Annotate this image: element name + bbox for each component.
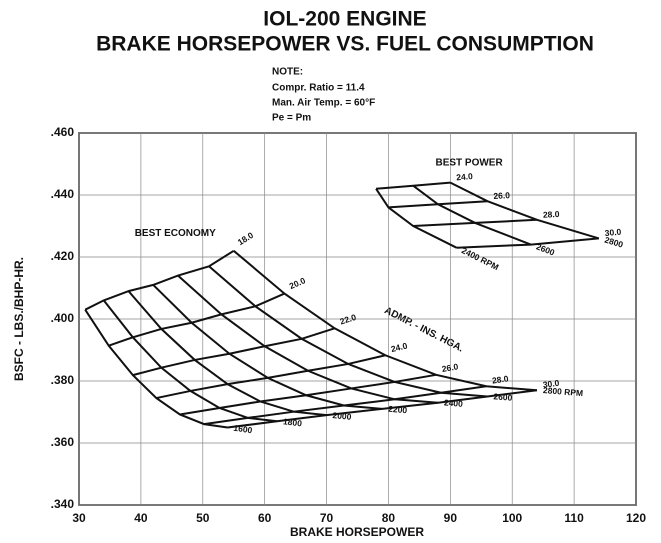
map-label: 26.0 — [493, 190, 510, 201]
map-line — [179, 373, 437, 416]
note: Man. Air Temp. = 60°F — [272, 98, 375, 109]
map-label: 26.0 — [441, 361, 459, 374]
chart-title: IOL-200 ENGINE — [263, 8, 426, 31]
map-label: 18.0 — [236, 230, 256, 247]
x-tick-label: 100 — [502, 511, 522, 525]
rpm-label: 2400 — [444, 397, 464, 408]
map-label: 24.0 — [390, 340, 409, 354]
x-tick-label: 30 — [72, 511, 86, 525]
y-tick-label: .340 — [51, 497, 75, 511]
region-label: BEST ECONOMY — [135, 228, 216, 239]
note: NOTE: — [272, 67, 303, 78]
map-line — [156, 354, 386, 400]
y-axis-label: BSFC - LBS./BHP-HR. — [12, 257, 26, 381]
x-tick-label: 90 — [444, 511, 458, 525]
map-line — [388, 200, 488, 209]
x-tick-label: 60 — [258, 511, 272, 525]
map-label: 24.0 — [456, 171, 474, 182]
y-tick-label: .460 — [51, 125, 75, 139]
map-line — [413, 218, 538, 227]
rpm-label: 2000 — [332, 410, 352, 422]
map-line — [227, 389, 538, 429]
x-tick-label: 70 — [320, 511, 334, 525]
x-tick-label: 40 — [134, 511, 148, 525]
rpm-curve — [375, 188, 457, 249]
y-tick-label: .420 — [51, 249, 75, 263]
map-label: 30.0 — [604, 227, 622, 238]
rpm-curve — [412, 184, 532, 246]
note: Pe = Pm — [272, 113, 311, 124]
map-line — [84, 249, 235, 311]
note: Compr. Ratio = 11.4 — [272, 83, 365, 94]
map-line — [456, 237, 599, 249]
y-tick-label: .360 — [51, 435, 75, 449]
chart-title: BRAKE HORSEPOWER VS. FUEL CONSUMPTION — [96, 33, 594, 56]
y-tick-label: .380 — [51, 373, 75, 387]
map-line — [108, 292, 285, 347]
x-tick-label: 50 — [196, 511, 210, 525]
rpm-curve — [233, 250, 538, 392]
map-line — [132, 327, 335, 377]
map-label: 22.0 — [339, 312, 358, 327]
x-axis-label: BRAKE HORSEPOWER — [290, 525, 424, 539]
x-tick-label: 120 — [626, 511, 646, 525]
rpm-label: 2400 RPM — [460, 245, 500, 272]
rpm-label: 2200 — [388, 404, 408, 416]
x-tick-label: 110 — [564, 511, 584, 525]
x-tick-label: 80 — [382, 511, 396, 525]
y-tick-label: .440 — [51, 187, 75, 201]
map-line — [375, 181, 451, 190]
rpm-label: 2800 RPM — [543, 385, 584, 398]
rpm-curve — [449, 181, 600, 240]
region-label: BEST POWER — [435, 157, 503, 168]
map-line — [203, 385, 487, 426]
map-label: 30.0 — [542, 378, 560, 390]
rpm-label: 2600 — [493, 391, 513, 403]
y-tick-label: .400 — [51, 311, 75, 325]
map-label: 28.0 — [543, 209, 560, 220]
map-label: 28.0 — [491, 373, 509, 385]
map-label: 20.0 — [288, 275, 307, 291]
